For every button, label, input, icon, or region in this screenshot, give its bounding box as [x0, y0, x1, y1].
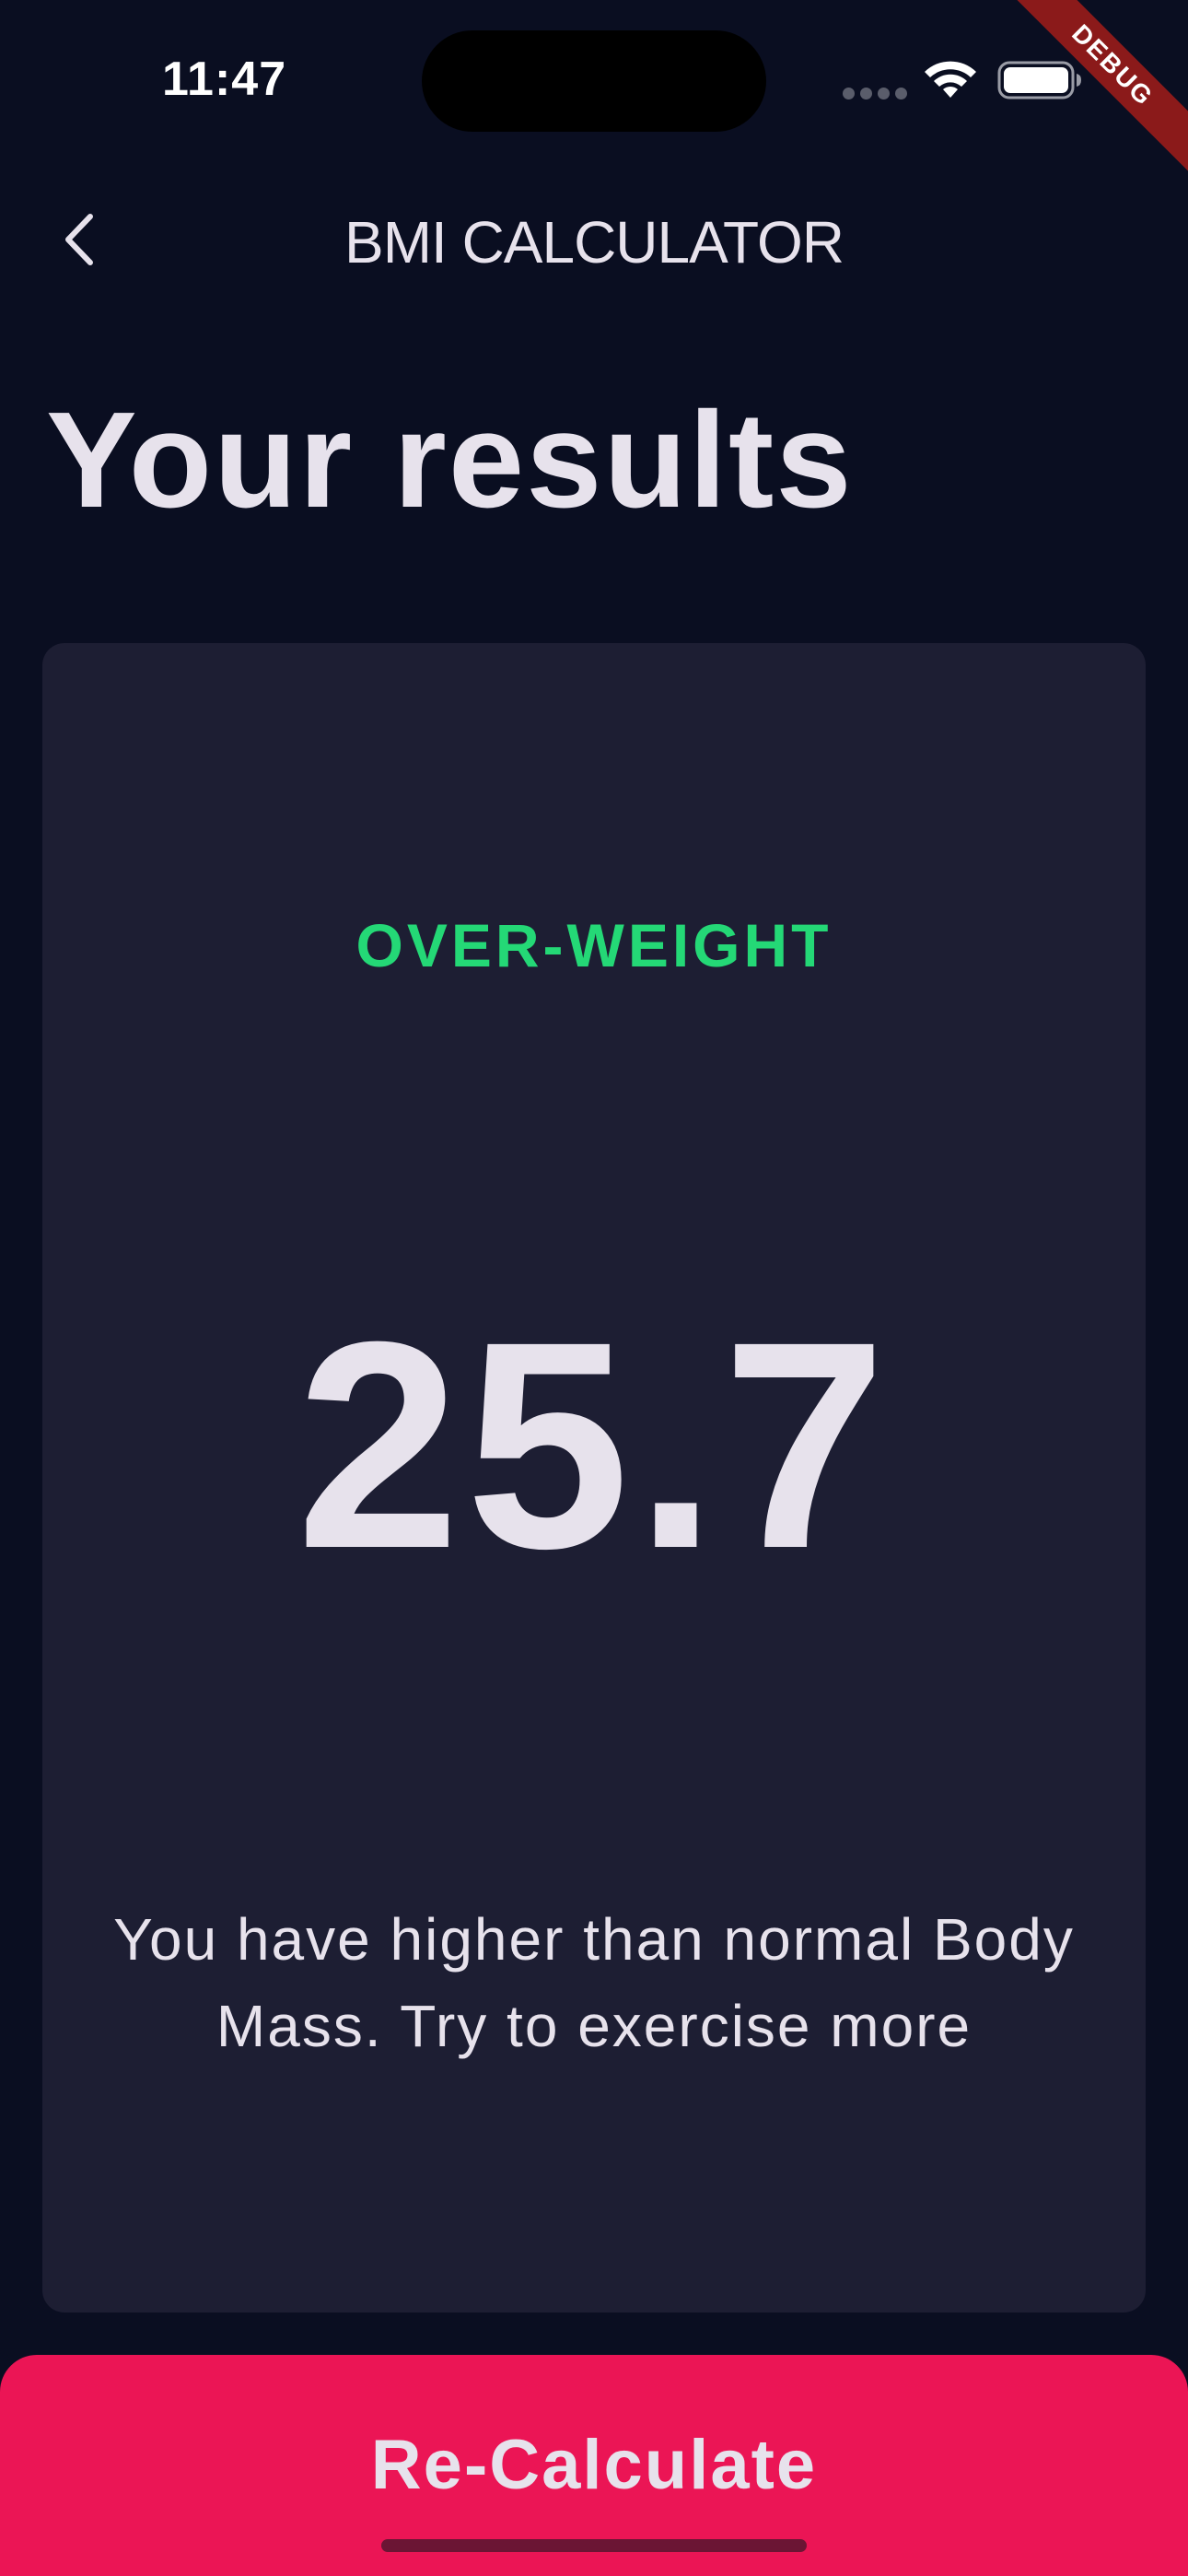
status-bar: 11:47 DEBUG: [0, 0, 1188, 184]
battery-icon: [997, 61, 1081, 100]
debug-banner: DEBUG: [1004, 0, 1188, 184]
recalculate-button[interactable]: Re-Calculate: [0, 2355, 1188, 2576]
debug-label: DEBUG: [1004, 0, 1188, 184]
dynamic-island: [422, 30, 766, 132]
result-card: OVER-WEIGHT 25.7 You have higher than no…: [42, 643, 1146, 2313]
wifi-icon: [925, 61, 976, 98]
bmi-value: 25.7: [296, 1280, 892, 1610]
home-indicator: [381, 2539, 807, 2552]
bmi-advice-text: You have higher than normal Body Mass. T…: [113, 1906, 1075, 2059]
recalculate-button-label: Re-Calculate: [370, 2426, 818, 2504]
app-bar: BMI CALCULATOR: [0, 184, 1188, 295]
app-title: BMI CALCULATOR: [344, 209, 844, 275]
page-title: Your results: [46, 384, 854, 536]
status-time: 11:47: [162, 53, 287, 106]
chevron-left-icon: [65, 214, 93, 265]
result-status-label: OVER-WEIGHT: [355, 911, 833, 979]
cellular-icon: [843, 88, 907, 100]
back-button[interactable]: [42, 203, 116, 276]
